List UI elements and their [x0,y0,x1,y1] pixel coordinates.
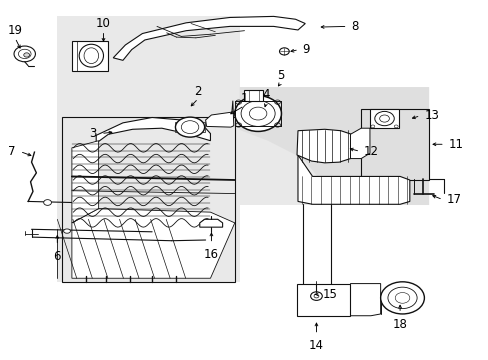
Polygon shape [113,17,305,60]
Ellipse shape [380,282,424,314]
Ellipse shape [24,53,30,57]
Ellipse shape [175,117,204,137]
Text: 11: 11 [448,138,463,151]
Text: 18: 18 [392,318,407,330]
Text: 14: 14 [308,339,323,352]
Polygon shape [205,101,233,127]
Text: 8: 8 [351,20,358,33]
Polygon shape [239,87,428,205]
Polygon shape [72,41,108,71]
Ellipse shape [14,46,35,62]
Text: 7: 7 [7,145,15,158]
Polygon shape [350,128,369,158]
Polygon shape [244,90,263,102]
Polygon shape [297,155,409,204]
Ellipse shape [234,96,281,131]
Text: 19: 19 [7,24,22,37]
Ellipse shape [279,48,288,55]
Polygon shape [96,117,210,144]
Text: 13: 13 [424,109,438,122]
Polygon shape [296,284,349,316]
Polygon shape [369,109,398,128]
Text: 5: 5 [277,69,284,82]
Text: 2: 2 [194,85,202,98]
Polygon shape [239,87,428,205]
Text: 1: 1 [240,92,248,105]
Text: 10: 10 [96,17,111,30]
Polygon shape [72,141,99,223]
Text: 12: 12 [363,145,378,158]
Text: 6: 6 [54,249,61,263]
Polygon shape [175,122,204,132]
Text: 17: 17 [446,193,460,206]
Text: 9: 9 [301,43,309,56]
Text: 16: 16 [203,248,219,261]
Polygon shape [57,16,239,282]
Text: 15: 15 [322,288,337,301]
Polygon shape [350,284,380,316]
Text: 3: 3 [89,127,96,140]
Ellipse shape [43,200,51,205]
Text: 4: 4 [262,89,269,102]
Polygon shape [296,129,351,163]
Polygon shape [72,208,234,278]
Polygon shape [200,219,222,227]
Ellipse shape [79,44,103,67]
Ellipse shape [63,229,70,233]
